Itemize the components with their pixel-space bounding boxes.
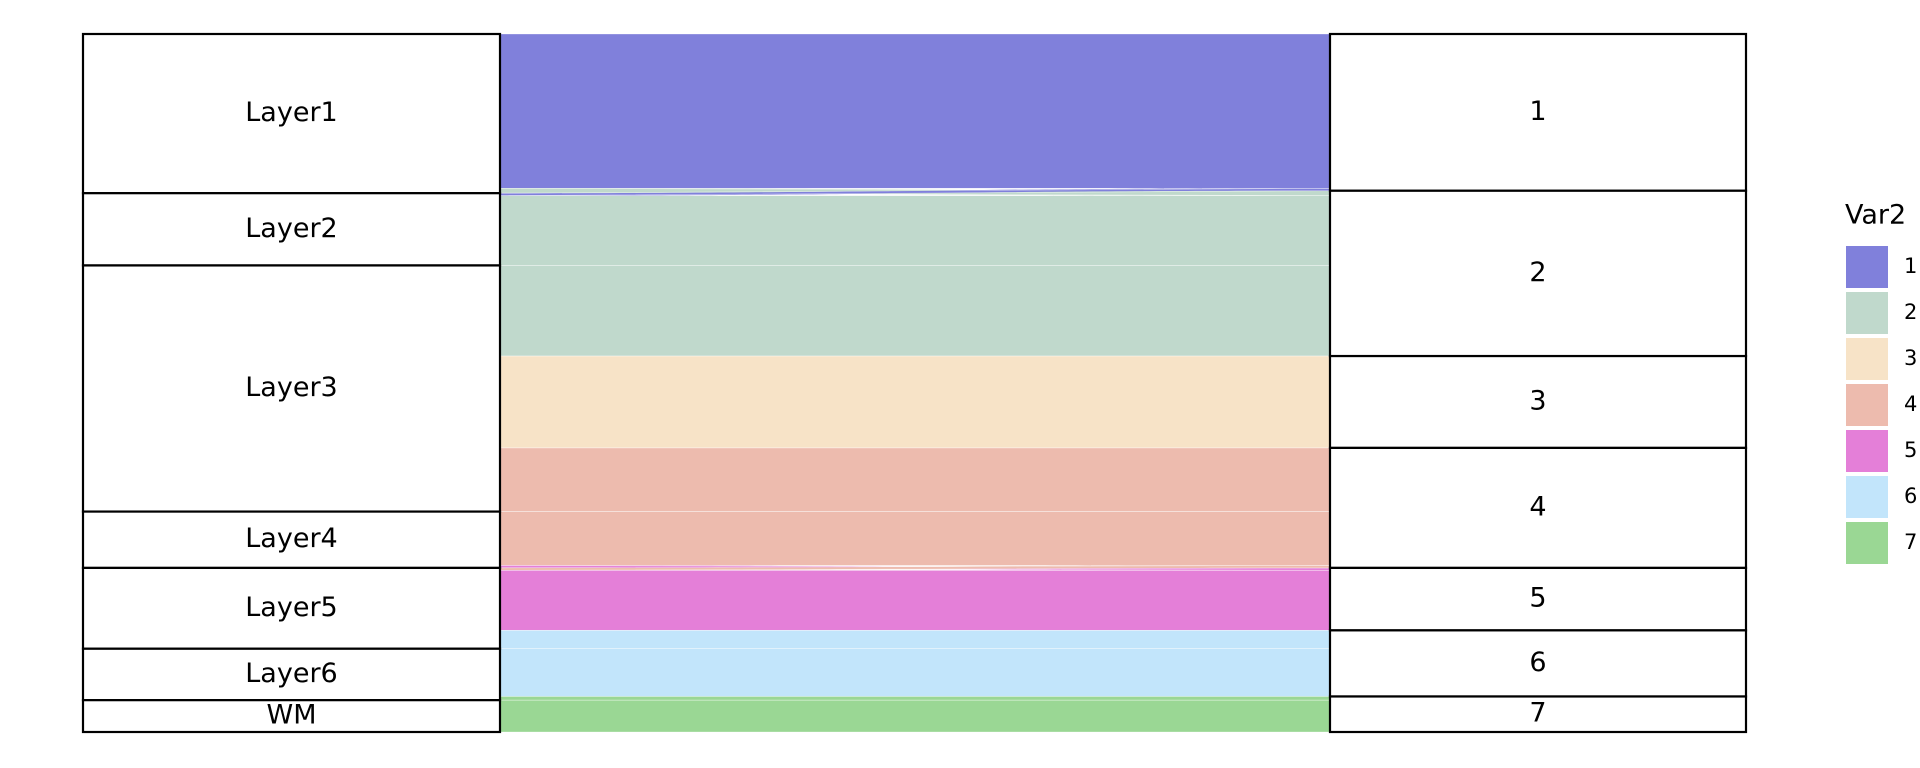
- stratum-label: Layer6: [245, 658, 337, 689]
- legend-key: [1846, 292, 1888, 334]
- legend-label: 3: [1904, 346, 1917, 370]
- stratum: [81, 647, 502, 702]
- legend-title: Var2: [1845, 200, 1906, 231]
- flow: [499, 648, 1331, 697]
- stratum-label: 3: [1529, 385, 1546, 416]
- legend-label: 5: [1904, 438, 1917, 462]
- stratum: [81, 566, 502, 650]
- legend-key: [1846, 430, 1888, 472]
- legend-key: [1846, 246, 1888, 288]
- legend-key: [1846, 338, 1888, 380]
- legend-label: 2: [1904, 300, 1917, 324]
- stratum-label: 5: [1529, 583, 1546, 614]
- stratum: [1328, 446, 1748, 570]
- stratum-label: 4: [1529, 491, 1546, 522]
- legend-label: 4: [1904, 392, 1917, 416]
- legend-label: 1: [1904, 254, 1917, 278]
- stratum: [81, 32, 502, 195]
- legend-key: [1846, 522, 1888, 564]
- stratum: [1328, 354, 1748, 450]
- flow: [499, 447, 1331, 512]
- stratum: [81, 510, 502, 570]
- stratum-label: Layer2: [245, 213, 337, 244]
- stratum: [1328, 32, 1748, 192]
- flow: [499, 696, 1331, 701]
- stratum-label: Layer1: [245, 97, 337, 128]
- flow: [499, 33, 1331, 189]
- flow: [499, 630, 1331, 650]
- stratum: [81, 699, 502, 734]
- stratum-label: Layer5: [245, 592, 337, 623]
- stratum-label: 7: [1529, 698, 1546, 729]
- stratum-label: Layer4: [245, 523, 337, 554]
- stratum: [81, 264, 502, 513]
- stratum-label: 6: [1529, 647, 1546, 678]
- flow: [499, 355, 1331, 449]
- legend-key: [1846, 476, 1888, 518]
- flow: [499, 570, 1331, 631]
- stratum-label: 1: [1529, 96, 1546, 127]
- stratum-label: WM: [267, 700, 317, 731]
- stratum-label: 2: [1529, 257, 1546, 288]
- stratum: [1328, 695, 1748, 734]
- legend-key: [1846, 384, 1888, 426]
- legend-label: 6: [1904, 484, 1917, 508]
- legend-label: 7: [1904, 530, 1917, 554]
- flow: [499, 511, 1331, 566]
- flow: [499, 699, 1331, 733]
- flow: [499, 195, 1331, 266]
- stratum-label: Layer3: [245, 372, 337, 403]
- flow: [499, 265, 1331, 357]
